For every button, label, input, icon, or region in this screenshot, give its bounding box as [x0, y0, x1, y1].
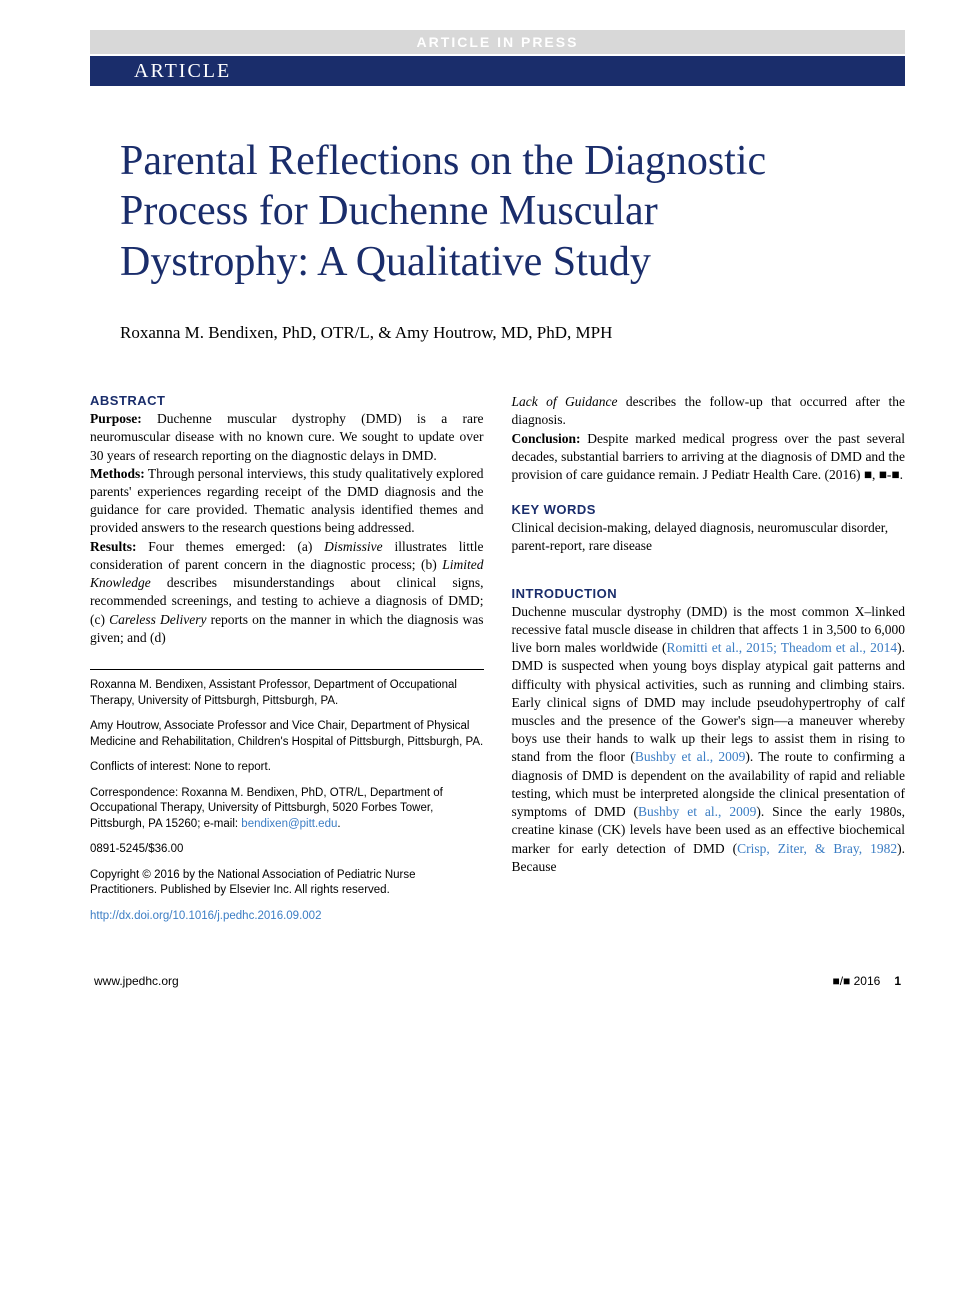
article-in-press-bar: ARTICLE IN PRESS	[90, 30, 905, 54]
citation-crisp[interactable]: Crisp, Ziter, & Bray, 1982	[737, 841, 897, 856]
keywords-body: Clinical decision-making, delayed diagno…	[512, 519, 906, 555]
conclusion-label: Conclusion:	[512, 431, 581, 446]
author-info-block: Roxanna M. Bendixen, Assistant Professor…	[90, 669, 484, 924]
abstract-body: Purpose: Duchenne muscular dystrophy (DM…	[90, 410, 484, 647]
affiliation-1: Roxanna M. Bendixen, Assistant Professor…	[90, 678, 484, 709]
journal-website[interactable]: www.jpedhc.org	[94, 974, 179, 988]
right-column: Lack of Guidance describes the follow-up…	[512, 393, 906, 934]
article-type-tab: ARTICLE	[120, 56, 245, 86]
authors-line: Roxanna M. Bendixen, PhD, OTR/L, & Amy H…	[120, 323, 905, 343]
intro-p1b: ). DMD is suspected when young boys disp…	[512, 640, 906, 764]
purpose-label: Purpose:	[90, 411, 142, 426]
keywords-heading: KEY WORDS	[512, 502, 906, 517]
correspondence: Correspondence: Roxanna M. Bendixen, PhD…	[90, 786, 484, 833]
correspondence-email-link[interactable]: bendixen@pitt.edu	[241, 818, 337, 830]
citation-romitti[interactable]: Romitti et al., 2015; Theadom et al., 20…	[666, 640, 897, 655]
theme-lack-of-guidance: Lack of Guidance	[512, 394, 618, 409]
left-column: ABSTRACT Purpose: Duchenne muscular dyst…	[90, 393, 484, 934]
theme-dismissive: Dismissive	[324, 539, 383, 554]
purpose-text: Duchenne muscular dystrophy (DMD) is a r…	[90, 411, 484, 462]
abstract-heading: ABSTRACT	[90, 393, 484, 408]
correspondence-post: .	[337, 818, 340, 830]
article-title: Parental Reflections on the Diagnostic P…	[120, 136, 840, 287]
theme-careless-delivery: Careless Delivery	[109, 612, 206, 627]
issn-price: 0891-5245/$36.00	[90, 842, 484, 858]
page-container: ARTICLE IN PRESS ARTICLE Parental Reflec…	[0, 0, 975, 1018]
footer-right: ■/■ 2016 1	[832, 974, 901, 988]
conflicts-of-interest: Conflicts of interest: None to report.	[90, 760, 484, 776]
introduction-heading: INTRODUCTION	[512, 586, 906, 601]
results-label: Results:	[90, 539, 137, 554]
results-text-a: Four themes emerged: (a)	[137, 539, 325, 554]
two-column-layout: ABSTRACT Purpose: Duchenne muscular dyst…	[90, 393, 905, 934]
page-number: 1	[894, 974, 901, 988]
abstract-continued: Lack of Guidance describes the follow-up…	[512, 393, 906, 484]
methods-text: Through personal interviews, this study …	[90, 466, 484, 536]
header-blue-bar: ARTICLE	[90, 56, 905, 86]
page-footer: www.jpedhc.org ■/■ 2016 1	[90, 974, 905, 988]
methods-label: Methods:	[90, 466, 145, 481]
doi-link[interactable]: http://dx.doi.org/10.1016/j.pedhc.2016.0…	[90, 910, 321, 922]
citation-bushby-2[interactable]: Bushby et al., 2009	[638, 804, 756, 819]
citation-bushby-1[interactable]: Bushby et al., 2009	[635, 749, 746, 764]
copyright-notice: Copyright © 2016 by the National Associa…	[90, 868, 484, 899]
affiliation-2: Amy Houtrow, Associate Professor and Vic…	[90, 719, 484, 750]
issue-date: ■/■ 2016	[832, 974, 880, 988]
introduction-body: Duchenne muscular dystrophy (DMD) is the…	[512, 603, 906, 876]
